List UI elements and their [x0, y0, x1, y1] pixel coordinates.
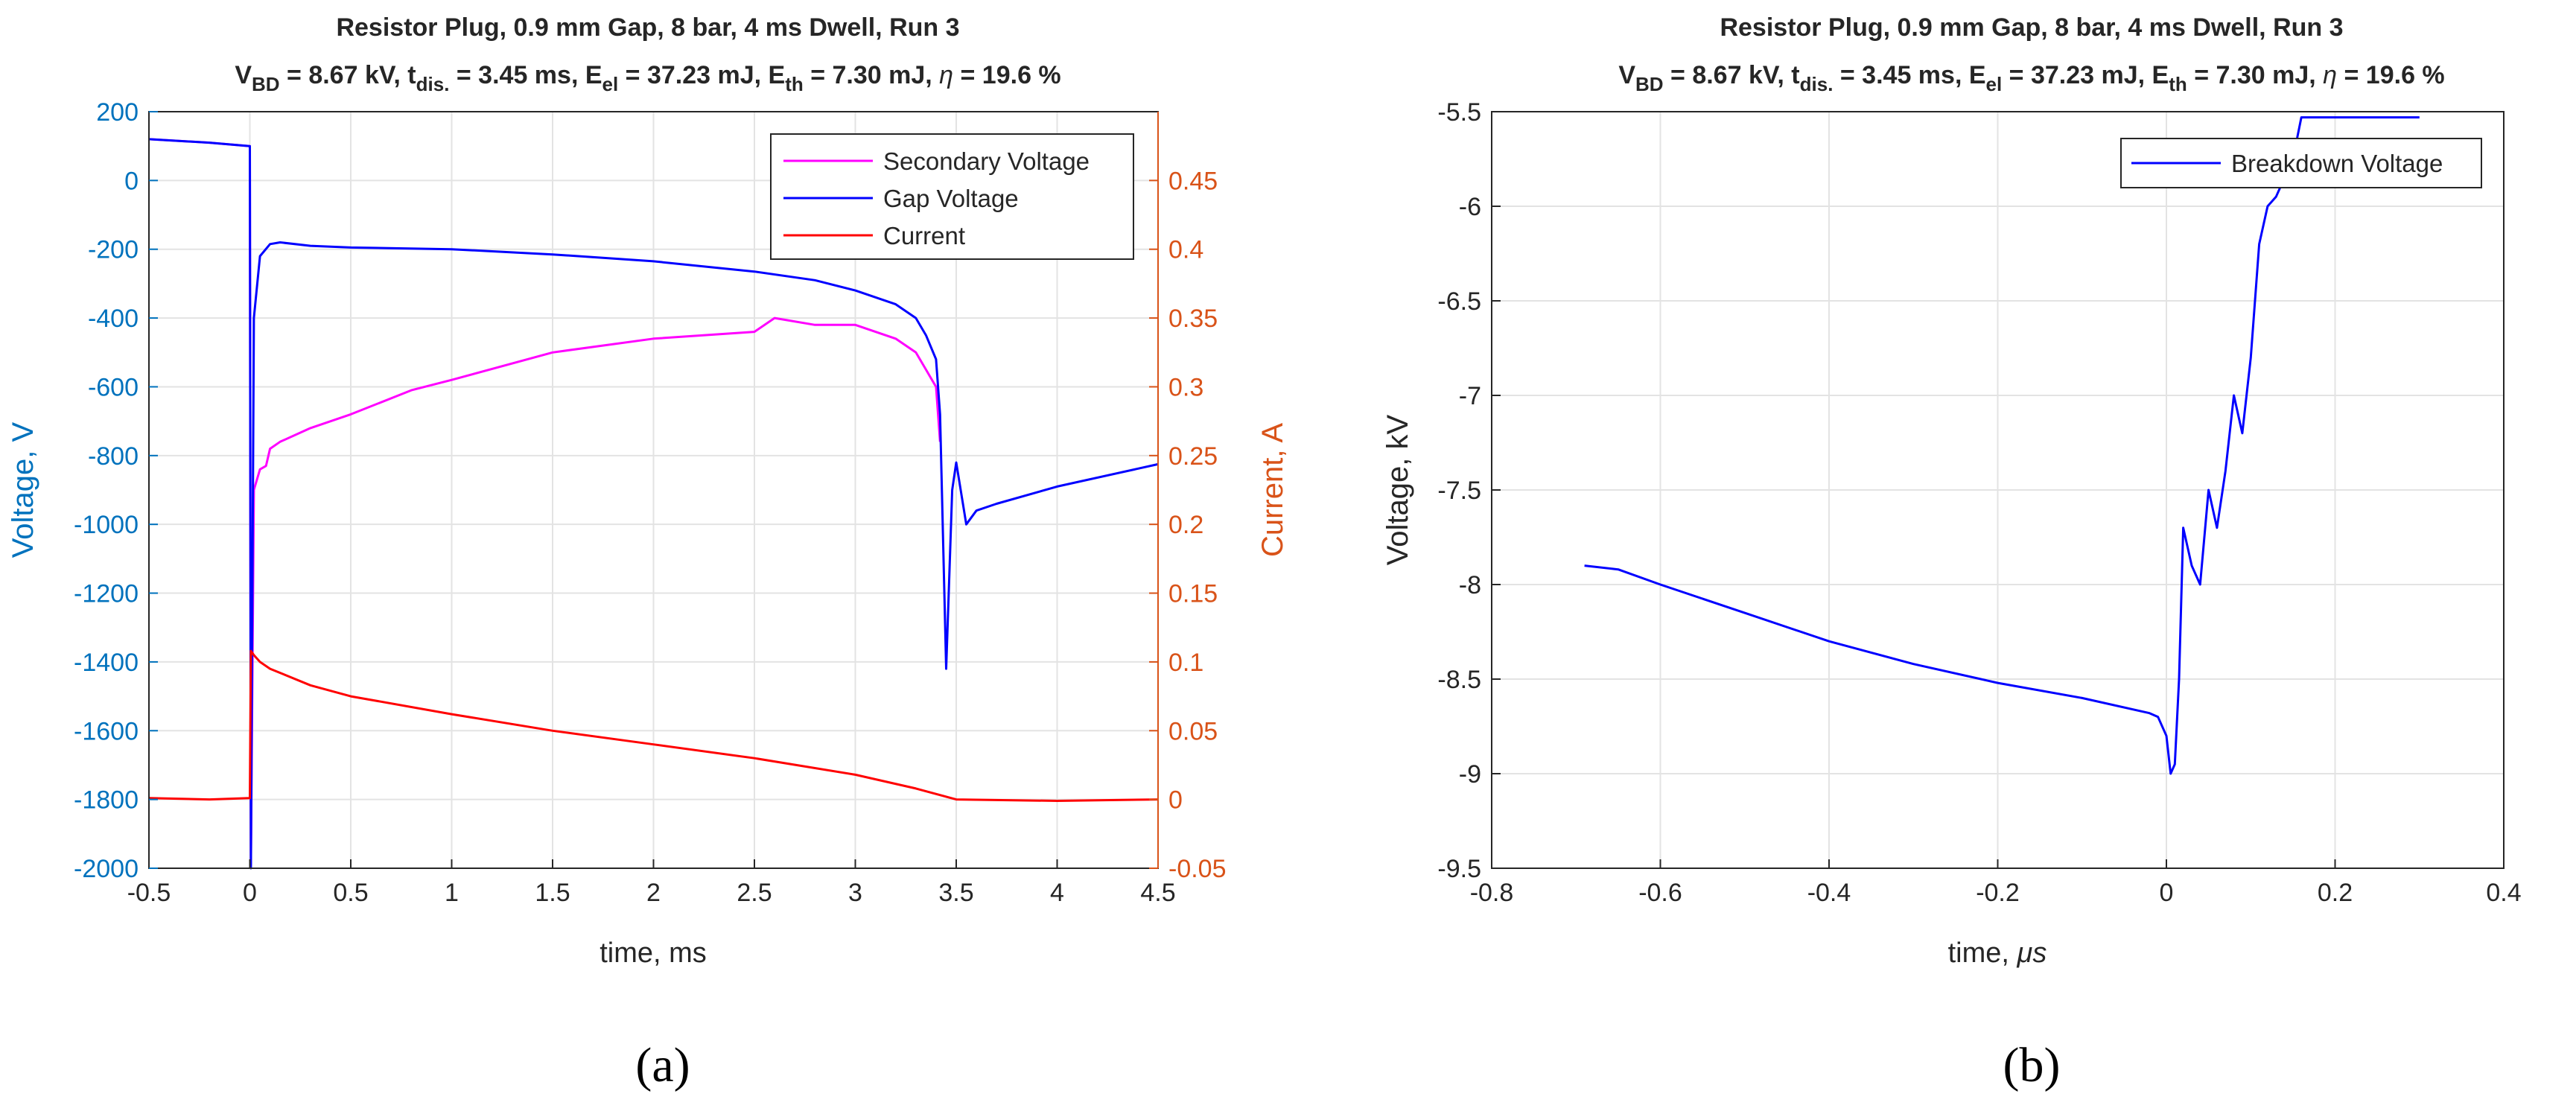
x-tick-label: 3.5 [938, 879, 973, 907]
y2-tick-label: 0.2 [1168, 511, 1203, 539]
y-tick-label: -1000 [74, 511, 139, 539]
y2-tick-label: 0.1 [1168, 649, 1203, 677]
x-tick-label: -0.6 [1638, 879, 1682, 907]
y2-tick-label: 0.25 [1168, 442, 1218, 471]
panel-a-y-label: Voltage, V [7, 422, 39, 558]
panel-a-series [148, 138, 1159, 870]
panel-b-legend: Breakdown Voltage [2120, 138, 2482, 188]
y2-tick-label: 0.45 [1168, 167, 1218, 195]
panel-b-grid [1491, 111, 2505, 869]
legend-label-gap-voltage: Gap Voltage [883, 185, 1019, 212]
y2-tick-label: 0.4 [1168, 236, 1203, 264]
panel-b-series [1584, 116, 2420, 775]
y-tick-label: 0 [124, 167, 139, 195]
x-tick-label: -0.8 [1470, 879, 1514, 907]
series-line-gap-voltage [148, 138, 1159, 870]
panel-b-x-label: time, μs [1948, 937, 2047, 969]
panel-a-legend: Secondary Voltage Gap Voltage Current [770, 133, 1134, 260]
y-tick-label: -8.5 [1437, 666, 1481, 694]
panel-b-x-ticks: -0.8 -0.6 -0.4 -0.2 0 0.2 0.4 [1470, 859, 2522, 907]
x-tick-label: 4 [1050, 879, 1064, 907]
panel-a-legend-box [770, 133, 1134, 260]
y2-tick-label: 0.05 [1168, 717, 1218, 745]
x-tick-label: 1.5 [535, 879, 570, 907]
panel-a-x-ticks: -0.5 0 0.5 1 1.5 2 2.5 3 3.5 4 4.5 [127, 859, 1176, 907]
y-tick-label: -9.5 [1437, 855, 1481, 883]
x-tick-label: -0.4 [1807, 879, 1851, 907]
panel-b: Resistor Plug, 0.9 mm Gap, 8 bar, 4 ms D… [1381, 13, 2522, 1092]
legend-label-secondary-voltage: Secondary Voltage [883, 147, 1090, 175]
y2-tick-label: -0.05 [1168, 855, 1227, 883]
y2-tick-label: 0.3 [1168, 373, 1203, 401]
x-tick-label: 0.2 [2318, 879, 2353, 907]
series-line-current [148, 649, 1159, 802]
panel-b-subtitle: VBD = 8.67 kV, tdis. = 3.45 ms, Eel = 37… [1618, 61, 2444, 95]
panel-a-x-label: time, ms [600, 937, 707, 969]
x-tick-label: 0.4 [2486, 879, 2521, 907]
panel-b-y-label: Voltage, kV [1381, 415, 1414, 566]
legend-label-breakdown-voltage: Breakdown Voltage [2231, 150, 2443, 177]
x-tick-label: 3 [848, 879, 862, 907]
panel-b-label: (b) [2003, 1038, 2061, 1092]
x-tick-label: 2.5 [737, 879, 772, 907]
x-tick-label: -0.2 [1976, 879, 2020, 907]
y-tick-label: -800 [88, 442, 139, 471]
y2-tick-label: 0 [1168, 786, 1183, 815]
y-tick-label: -5.5 [1437, 98, 1481, 127]
y-tick-label: -600 [88, 373, 139, 401]
y-tick-label: -6 [1459, 193, 1481, 221]
y-tick-label: -2000 [74, 855, 139, 883]
series-line-breakdown-voltage [1584, 116, 2420, 775]
x-tick-label: 4.5 [1140, 879, 1175, 907]
y-tick-label: -1800 [74, 786, 139, 815]
y2-tick-label: 0.15 [1168, 580, 1218, 608]
legend-label-current: Current [883, 222, 965, 249]
y-tick-label: 200 [96, 98, 139, 127]
y-tick-label: -7 [1459, 382, 1481, 410]
panel-a-subtitle: VBD = 8.67 kV, tdis. = 3.45 ms, Eel = 37… [235, 61, 1060, 95]
y-tick-label: -200 [88, 236, 139, 264]
y-tick-label: -400 [88, 305, 139, 333]
y-tick-label: -9 [1459, 760, 1481, 789]
panel-a: Resistor Plug, 0.9 mm Gap, 8 bar, 4 ms D… [7, 13, 1289, 1092]
y-tick-label: -6.5 [1437, 287, 1481, 316]
x-tick-label: 0.5 [333, 879, 368, 907]
x-tick-label: -0.5 [127, 879, 171, 907]
x-tick-label: 0 [243, 879, 257, 907]
y2-tick-label: 0.35 [1168, 305, 1218, 333]
y-tick-label: -8 [1459, 571, 1481, 599]
panel-a-label: (a) [635, 1038, 690, 1092]
panel-a-title: Resistor Plug, 0.9 mm Gap, 8 bar, 4 ms D… [336, 13, 959, 42]
panel-b-y-ticks: -5.5 -6 -6.5 -7 -7.5 -8 -8.5 -9 -9.5 [1437, 98, 1501, 883]
panel-a-y2-label: Current, A [1256, 423, 1289, 557]
y-tick-label: -1600 [74, 717, 139, 745]
y-tick-label: -7.5 [1437, 477, 1481, 505]
x-tick-label: 1 [445, 879, 459, 907]
y-tick-label: -1400 [74, 649, 139, 677]
y-tick-label: -1200 [74, 580, 139, 608]
panel-a-y2-ticks: 0.45 0.4 0.35 0.3 0.25 0.2 0.15 0.1 0.05 0 -0.05 [1149, 112, 1227, 883]
x-tick-label: 0 [2160, 879, 2174, 907]
x-tick-label: 2 [646, 879, 661, 907]
panel-a-y-ticks: 200 0 -200 -400 -600 -800 -1000 -1200 -1400 -1600… [74, 98, 158, 883]
panel-b-title: Resistor Plug, 0.9 mm Gap, 8 bar, 4 ms D… [1720, 13, 2343, 42]
